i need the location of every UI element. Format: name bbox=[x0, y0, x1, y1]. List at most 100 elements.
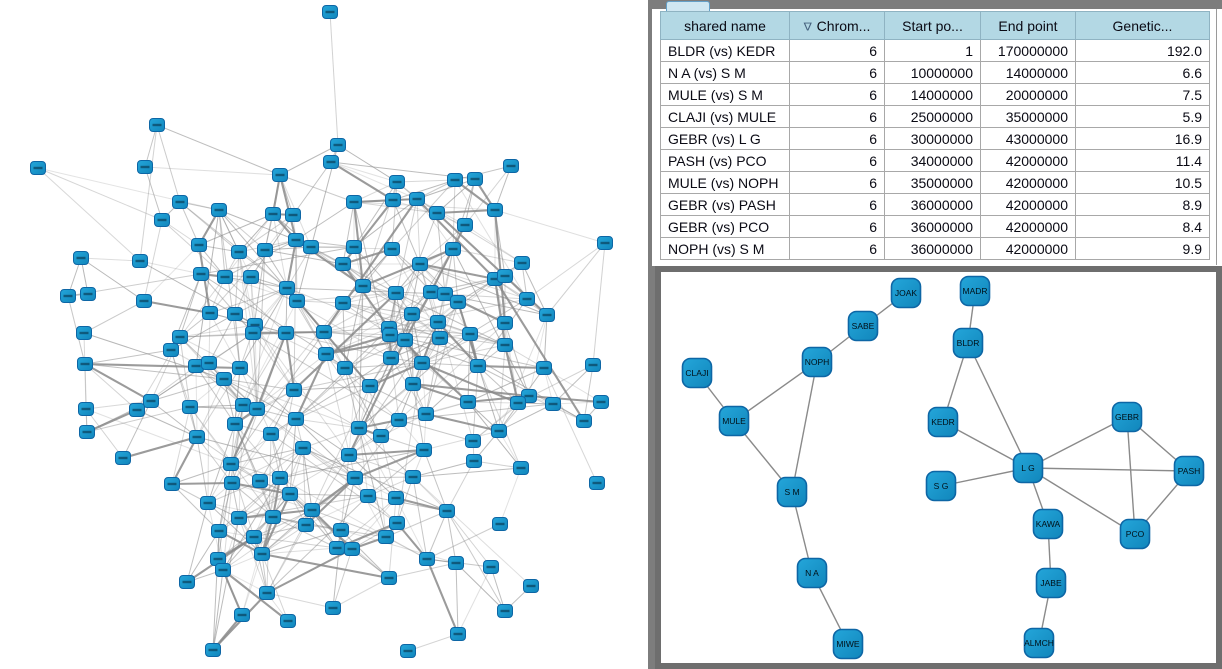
overview-node[interactable] bbox=[278, 326, 294, 340]
overview-node[interactable] bbox=[439, 504, 455, 518]
overview-node[interactable] bbox=[223, 457, 239, 471]
overview-node[interactable] bbox=[503, 159, 519, 173]
overview-node[interactable] bbox=[414, 356, 430, 370]
overview-node[interactable] bbox=[346, 240, 362, 254]
cell-value[interactable]: 16.9 bbox=[1075, 127, 1210, 150]
overview-node[interactable] bbox=[129, 403, 145, 417]
overview-node[interactable] bbox=[179, 575, 195, 589]
overview-node[interactable] bbox=[227, 307, 243, 321]
node-bldr[interactable]: BLDR bbox=[952, 327, 984, 359]
node-miwe[interactable]: MIWE bbox=[832, 628, 864, 660]
column-header-shared-name[interactable]: shared name bbox=[660, 11, 790, 40]
table-row[interactable]: MULE (vs) NOPH 6 35000000 42000000 10.5 bbox=[660, 171, 1210, 194]
overview-node[interactable] bbox=[519, 292, 535, 306]
overview-node[interactable] bbox=[378, 530, 394, 544]
overview-node[interactable] bbox=[234, 608, 250, 622]
overview-node[interactable] bbox=[346, 195, 362, 209]
cell-value[interactable]: 6 bbox=[789, 149, 885, 172]
overview-node[interactable] bbox=[430, 315, 446, 329]
cell-value[interactable]: 36000000 bbox=[884, 237, 981, 260]
overview-node[interactable] bbox=[172, 330, 188, 344]
cell-value[interactable]: 6 bbox=[789, 105, 885, 128]
cell-value[interactable]: 36000000 bbox=[884, 215, 981, 238]
overview-node[interactable] bbox=[232, 361, 248, 375]
overview-node[interactable] bbox=[497, 338, 513, 352]
overview-node[interactable] bbox=[272, 168, 288, 182]
overview-node[interactable] bbox=[450, 627, 466, 641]
overview-node[interactable] bbox=[513, 461, 529, 475]
overview-node[interactable] bbox=[429, 206, 445, 220]
overview-node[interactable] bbox=[191, 238, 207, 252]
edge-l-g-pco[interactable] bbox=[1027, 467, 1136, 535]
overview-node[interactable] bbox=[589, 476, 605, 490]
edge-noph-s-m[interactable] bbox=[791, 361, 818, 493]
overview-node[interactable] bbox=[193, 267, 209, 281]
table-row[interactable]: MULE (vs) S M 6 14000000 20000000 7.5 bbox=[660, 83, 1210, 106]
cell-value[interactable]: 14000000 bbox=[980, 61, 1076, 84]
overview-node[interactable] bbox=[231, 245, 247, 259]
overview-node[interactable] bbox=[388, 286, 404, 300]
overview-node[interactable] bbox=[172, 195, 188, 209]
overview-node[interactable] bbox=[448, 556, 464, 570]
overview-node[interactable] bbox=[335, 296, 351, 310]
overview-node[interactable] bbox=[323, 155, 339, 169]
overview-node[interactable] bbox=[249, 402, 265, 416]
overview-node[interactable] bbox=[154, 213, 170, 227]
column-header-end-point[interactable]: End point bbox=[980, 11, 1076, 40]
overview-node[interactable] bbox=[437, 287, 453, 301]
overview-node[interactable] bbox=[412, 257, 428, 271]
overview-node[interactable] bbox=[205, 643, 221, 657]
cell-value[interactable]: 1 bbox=[884, 39, 981, 62]
overview-node[interactable] bbox=[182, 400, 198, 414]
node-kedr[interactable]: KEDR bbox=[927, 406, 959, 438]
table-row[interactable]: BLDR (vs) KEDR 6 1 170000000 192.0 bbox=[660, 39, 1210, 62]
overview-node[interactable] bbox=[282, 487, 298, 501]
overview-node[interactable] bbox=[132, 254, 148, 268]
cell-value[interactable]: 10000000 bbox=[884, 61, 981, 84]
node-noph[interactable]: NOPH bbox=[801, 346, 833, 378]
overview-node[interactable] bbox=[257, 243, 273, 257]
overview-node[interactable] bbox=[457, 218, 473, 232]
table-tab[interactable] bbox=[666, 1, 710, 11]
overview-node[interactable] bbox=[224, 476, 240, 490]
overview-node[interactable] bbox=[383, 351, 399, 365]
overview-node[interactable] bbox=[373, 429, 389, 443]
cell-shared-name[interactable]: N A (vs) S M bbox=[660, 61, 790, 84]
overview-node[interactable] bbox=[115, 451, 131, 465]
overview-node[interactable] bbox=[491, 424, 507, 438]
overview-node[interactable] bbox=[450, 295, 466, 309]
overview-node[interactable] bbox=[304, 503, 320, 517]
overview-node[interactable] bbox=[416, 443, 432, 457]
cell-shared-name[interactable]: MULE (vs) S M bbox=[660, 83, 790, 106]
cell-value[interactable]: 7.5 bbox=[1075, 83, 1210, 106]
overview-node[interactable] bbox=[78, 402, 94, 416]
overview-node[interactable] bbox=[388, 491, 404, 505]
overview-node[interactable] bbox=[329, 541, 345, 555]
column-header-start-po[interactable]: Start po... bbox=[884, 11, 981, 40]
overview-node[interactable] bbox=[497, 316, 513, 330]
cell-value[interactable]: 20000000 bbox=[980, 83, 1076, 106]
overview-node[interactable] bbox=[597, 236, 613, 250]
overview-node[interactable] bbox=[355, 279, 371, 293]
table-row[interactable]: GEBR (vs) PCO 6 36000000 42000000 8.4 bbox=[660, 215, 1210, 238]
node-almch[interactable]: ALMCH bbox=[1023, 627, 1055, 659]
overview-node[interactable] bbox=[545, 397, 561, 411]
overview-node[interactable] bbox=[295, 441, 311, 455]
overview-node[interactable] bbox=[215, 563, 231, 577]
overview-node[interactable] bbox=[316, 325, 332, 339]
overview-node[interactable] bbox=[462, 327, 478, 341]
overview-node[interactable] bbox=[330, 138, 346, 152]
overview-node[interactable] bbox=[341, 448, 357, 462]
cell-value[interactable]: 42000000 bbox=[980, 215, 1076, 238]
overview-node[interactable] bbox=[384, 242, 400, 256]
cell-value[interactable]: 42000000 bbox=[980, 193, 1076, 216]
node-pco[interactable]: PCO bbox=[1119, 518, 1151, 550]
overview-node[interactable] bbox=[344, 542, 360, 556]
cell-value[interactable]: 6 bbox=[789, 215, 885, 238]
overview-node[interactable] bbox=[593, 395, 609, 409]
overview-node[interactable] bbox=[164, 477, 180, 491]
cell-shared-name[interactable]: NOPH (vs) S M bbox=[660, 237, 790, 260]
node-gebr[interactable]: GEBR bbox=[1111, 401, 1143, 433]
overview-node[interactable] bbox=[333, 523, 349, 537]
overview-node[interactable] bbox=[466, 454, 482, 468]
